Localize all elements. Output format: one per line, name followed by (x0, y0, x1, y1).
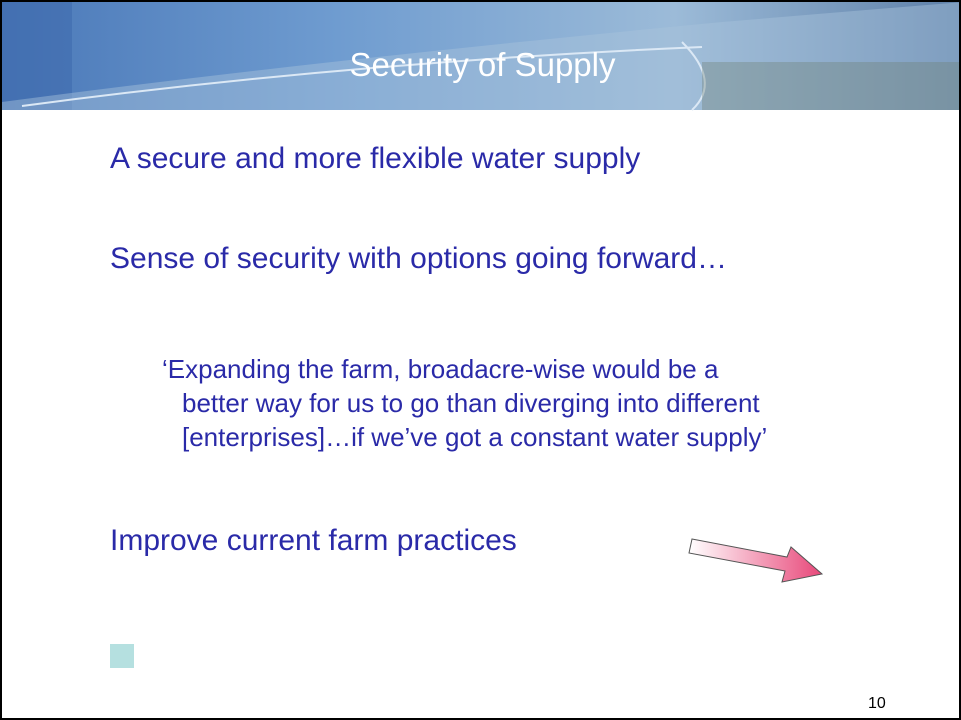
quote-line: better way for us to go than diverging i… (182, 388, 760, 419)
slide-title: Security of Supply (2, 46, 961, 84)
bullet-text: Sense of security with options going for… (110, 242, 727, 276)
slide: Security of Supply A secure and more fle… (0, 0, 961, 720)
arrow-icon (687, 527, 837, 587)
quote-line: ‘Expanding the farm, broadacre-wise woul… (162, 354, 718, 385)
decor-square (110, 644, 134, 668)
bullet-text: Improve current farm practices (110, 524, 517, 558)
page-number: 10 (868, 695, 886, 713)
bullet-text: A secure and more flexible water supply (110, 142, 640, 176)
quote-line: [enterprises]…if we’ve got a constant wa… (182, 422, 767, 453)
